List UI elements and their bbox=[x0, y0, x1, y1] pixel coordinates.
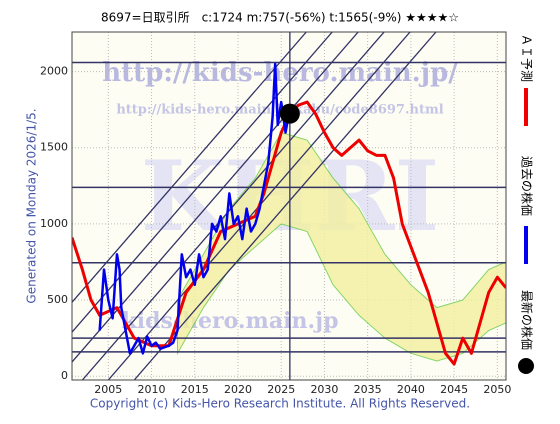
x-tick-label: 2035 bbox=[354, 383, 382, 396]
plot: http://kids-hero.main.jp/http://kids-her… bbox=[72, 32, 506, 380]
legend-label: 過去の株価 bbox=[520, 156, 535, 216]
legend-label: 最新の株価 bbox=[520, 290, 535, 350]
chart-title: 8697=日取引所 c:1724 m:757(-56%) t:1565(-9%)… bbox=[101, 11, 459, 25]
x-tick-label: 2030 bbox=[310, 383, 338, 396]
y-tick-label: 0 bbox=[61, 369, 68, 382]
y-tick-label: 1500 bbox=[40, 141, 68, 154]
x-tick-label: 2005 bbox=[94, 383, 122, 396]
trend-line bbox=[72, 32, 307, 304]
y-tick-label: 2000 bbox=[40, 65, 68, 78]
forecast-band bbox=[176, 131, 506, 362]
watermark: kids-hero.main.jp bbox=[122, 308, 339, 334]
x-tick-label: 2010 bbox=[138, 383, 166, 396]
y-tick-label: 500 bbox=[47, 293, 68, 306]
plot-frame bbox=[71, 31, 507, 381]
x-tick-label: 2015 bbox=[181, 383, 209, 396]
trend-line bbox=[72, 32, 333, 334]
trend-line bbox=[81, 32, 385, 380]
x-tick-label: 2020 bbox=[224, 383, 252, 396]
x-tick-label: 2040 bbox=[397, 383, 425, 396]
footer: Copyright (c) Kids-Hero Research Institu… bbox=[90, 397, 470, 411]
trend-line bbox=[72, 32, 359, 364]
y-label: Generated on Monday 2026/1/5. bbox=[25, 108, 39, 303]
legend-swatch bbox=[518, 358, 534, 374]
legend-label: ＡＩ予測 bbox=[520, 34, 534, 82]
latest-point bbox=[279, 103, 300, 124]
series-line bbox=[98, 62, 291, 355]
x-tick-label: 2050 bbox=[483, 383, 511, 396]
x-tick-label: 2025 bbox=[267, 383, 295, 396]
y-tick-label: 1000 bbox=[40, 217, 68, 230]
x-tick-label: 2045 bbox=[440, 383, 468, 396]
trend-line bbox=[133, 32, 437, 380]
